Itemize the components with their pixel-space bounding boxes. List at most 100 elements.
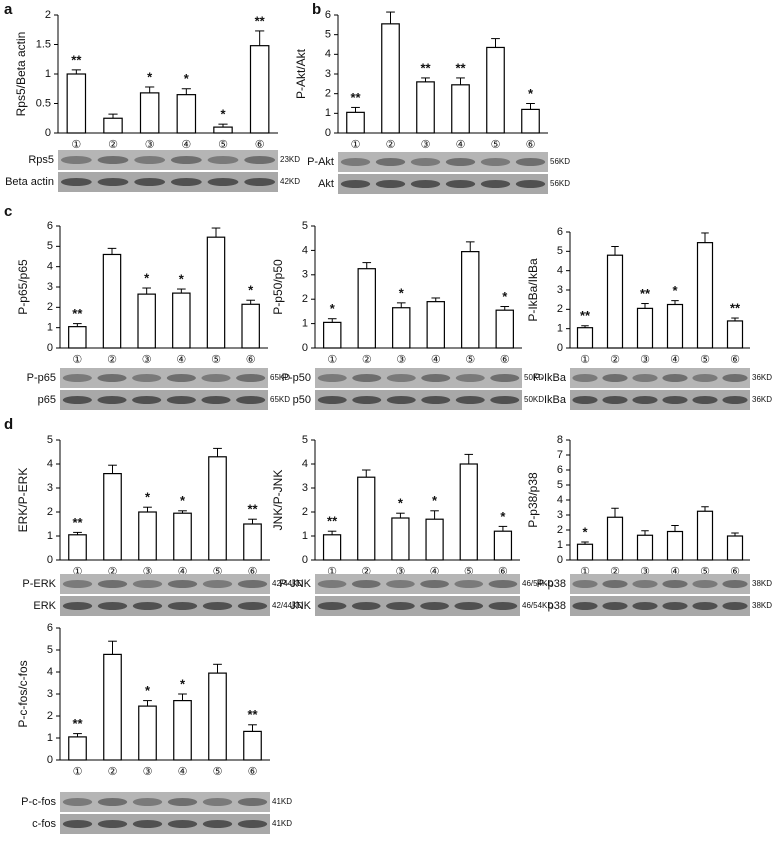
- bar: [666, 530, 684, 561]
- error-bar: [145, 86, 155, 93]
- blot-band: [375, 158, 406, 166]
- blot-band: [170, 178, 202, 186]
- blot-band: [132, 820, 163, 828]
- y-axis-label: P-p38/p38: [526, 472, 540, 528]
- x-tick-label: ④: [670, 566, 680, 578]
- y-tick-label: 1.5: [36, 38, 51, 50]
- blot-band: [97, 178, 129, 186]
- y-tick-label: 1: [45, 68, 51, 80]
- blot-band: [421, 396, 451, 404]
- x-tick-label: ④: [670, 354, 680, 366]
- error-bar: [143, 700, 152, 707]
- error-bar: [465, 241, 475, 252]
- y-tick-label: 6: [557, 226, 563, 238]
- blot-band: [167, 798, 198, 806]
- x-tick-label: ②: [108, 139, 118, 151]
- error-bar: [143, 506, 152, 512]
- blot-band: [201, 374, 231, 382]
- blot-band: [692, 580, 718, 588]
- bar: [391, 517, 410, 561]
- panel-letter: b: [312, 1, 321, 18]
- y-tick-label: 3: [302, 269, 308, 281]
- blot-size: 50KD: [524, 395, 544, 404]
- x-tick-label: ⑤: [700, 566, 710, 578]
- y-tick-label: 0: [302, 342, 308, 354]
- y-tick-label: 2: [47, 506, 53, 518]
- y-tick-label: 2: [47, 301, 53, 313]
- bar: [459, 463, 478, 561]
- error-bar: [421, 77, 430, 82]
- x-tick-label: ⑥: [248, 566, 258, 578]
- y-tick-label: 1: [557, 323, 563, 335]
- blot-band: [662, 580, 688, 588]
- bar: [208, 672, 227, 761]
- y-tick-label: 8: [557, 434, 563, 446]
- error-bar: [396, 512, 405, 518]
- significance: *: [432, 493, 438, 508]
- error-bar: [362, 262, 372, 269]
- blot-band: [488, 580, 518, 588]
- y-tick-label: 0: [325, 127, 331, 139]
- error-bar: [731, 532, 739, 536]
- blot-band: [167, 580, 198, 588]
- blot-band: [632, 374, 658, 382]
- blot-band: [386, 580, 415, 588]
- y-tick-label: 5: [47, 644, 53, 656]
- error-bar: [701, 506, 709, 512]
- error-bar: [611, 246, 619, 256]
- x-tick-label: ⑤: [464, 566, 474, 578]
- error-bar: [181, 88, 191, 95]
- x-tick-label: ②: [107, 354, 117, 366]
- bar: [486, 46, 505, 134]
- significance: **: [455, 60, 466, 75]
- x-tick-label: ④: [430, 566, 440, 578]
- y-tick-label: 5: [557, 479, 563, 491]
- blot-band: [420, 580, 449, 588]
- bar: [323, 321, 342, 349]
- y-tick-label: 2: [557, 524, 563, 536]
- error-bar: [526, 103, 535, 110]
- significance: **: [580, 308, 591, 323]
- blot-band: [410, 180, 441, 188]
- blot-band: [488, 602, 518, 610]
- blot-band: [662, 396, 688, 404]
- x-tick-label: ⑥: [498, 566, 508, 578]
- blot-band: [386, 396, 416, 404]
- error-bar: [108, 113, 118, 119]
- blot-band: [454, 580, 484, 588]
- blot: [338, 174, 548, 194]
- blot-band: [202, 820, 233, 828]
- blot-label: P-IkBa: [533, 372, 567, 384]
- y-axis-label: Rps5/Beta actin: [14, 32, 28, 117]
- blot-band: [60, 178, 92, 186]
- blot-band: [722, 580, 748, 588]
- blot-band: [236, 374, 266, 382]
- significance: **: [71, 52, 82, 67]
- error-bar: [108, 640, 117, 655]
- x-tick-label: ②: [108, 766, 118, 778]
- blot: [60, 792, 270, 812]
- bar: [249, 45, 270, 134]
- y-axis-label: P-Akt/Akt: [294, 48, 308, 99]
- y-tick-label: 5: [47, 240, 53, 252]
- bar: [346, 111, 365, 134]
- x-tick-label: ④: [176, 354, 186, 366]
- blot-band: [202, 580, 233, 588]
- blot-band: [166, 374, 196, 382]
- blot-band: [662, 374, 688, 382]
- bar: [322, 534, 342, 561]
- y-axis-label: P-IkBa/IkBa: [526, 258, 540, 322]
- significance: *: [220, 107, 226, 122]
- error-bar: [641, 530, 649, 536]
- significance: **: [730, 300, 741, 315]
- error-bar: [142, 287, 151, 295]
- y-tick-label: 3: [47, 688, 53, 700]
- significance: **: [640, 286, 651, 301]
- x-tick-label: ②: [386, 139, 396, 151]
- blot: [315, 368, 522, 388]
- x-tick-label: ④: [178, 566, 188, 578]
- blot-size: 42/44KD: [272, 579, 303, 588]
- x-tick-label: ①: [73, 766, 83, 778]
- bar: [68, 736, 87, 761]
- blot-band: [480, 158, 511, 166]
